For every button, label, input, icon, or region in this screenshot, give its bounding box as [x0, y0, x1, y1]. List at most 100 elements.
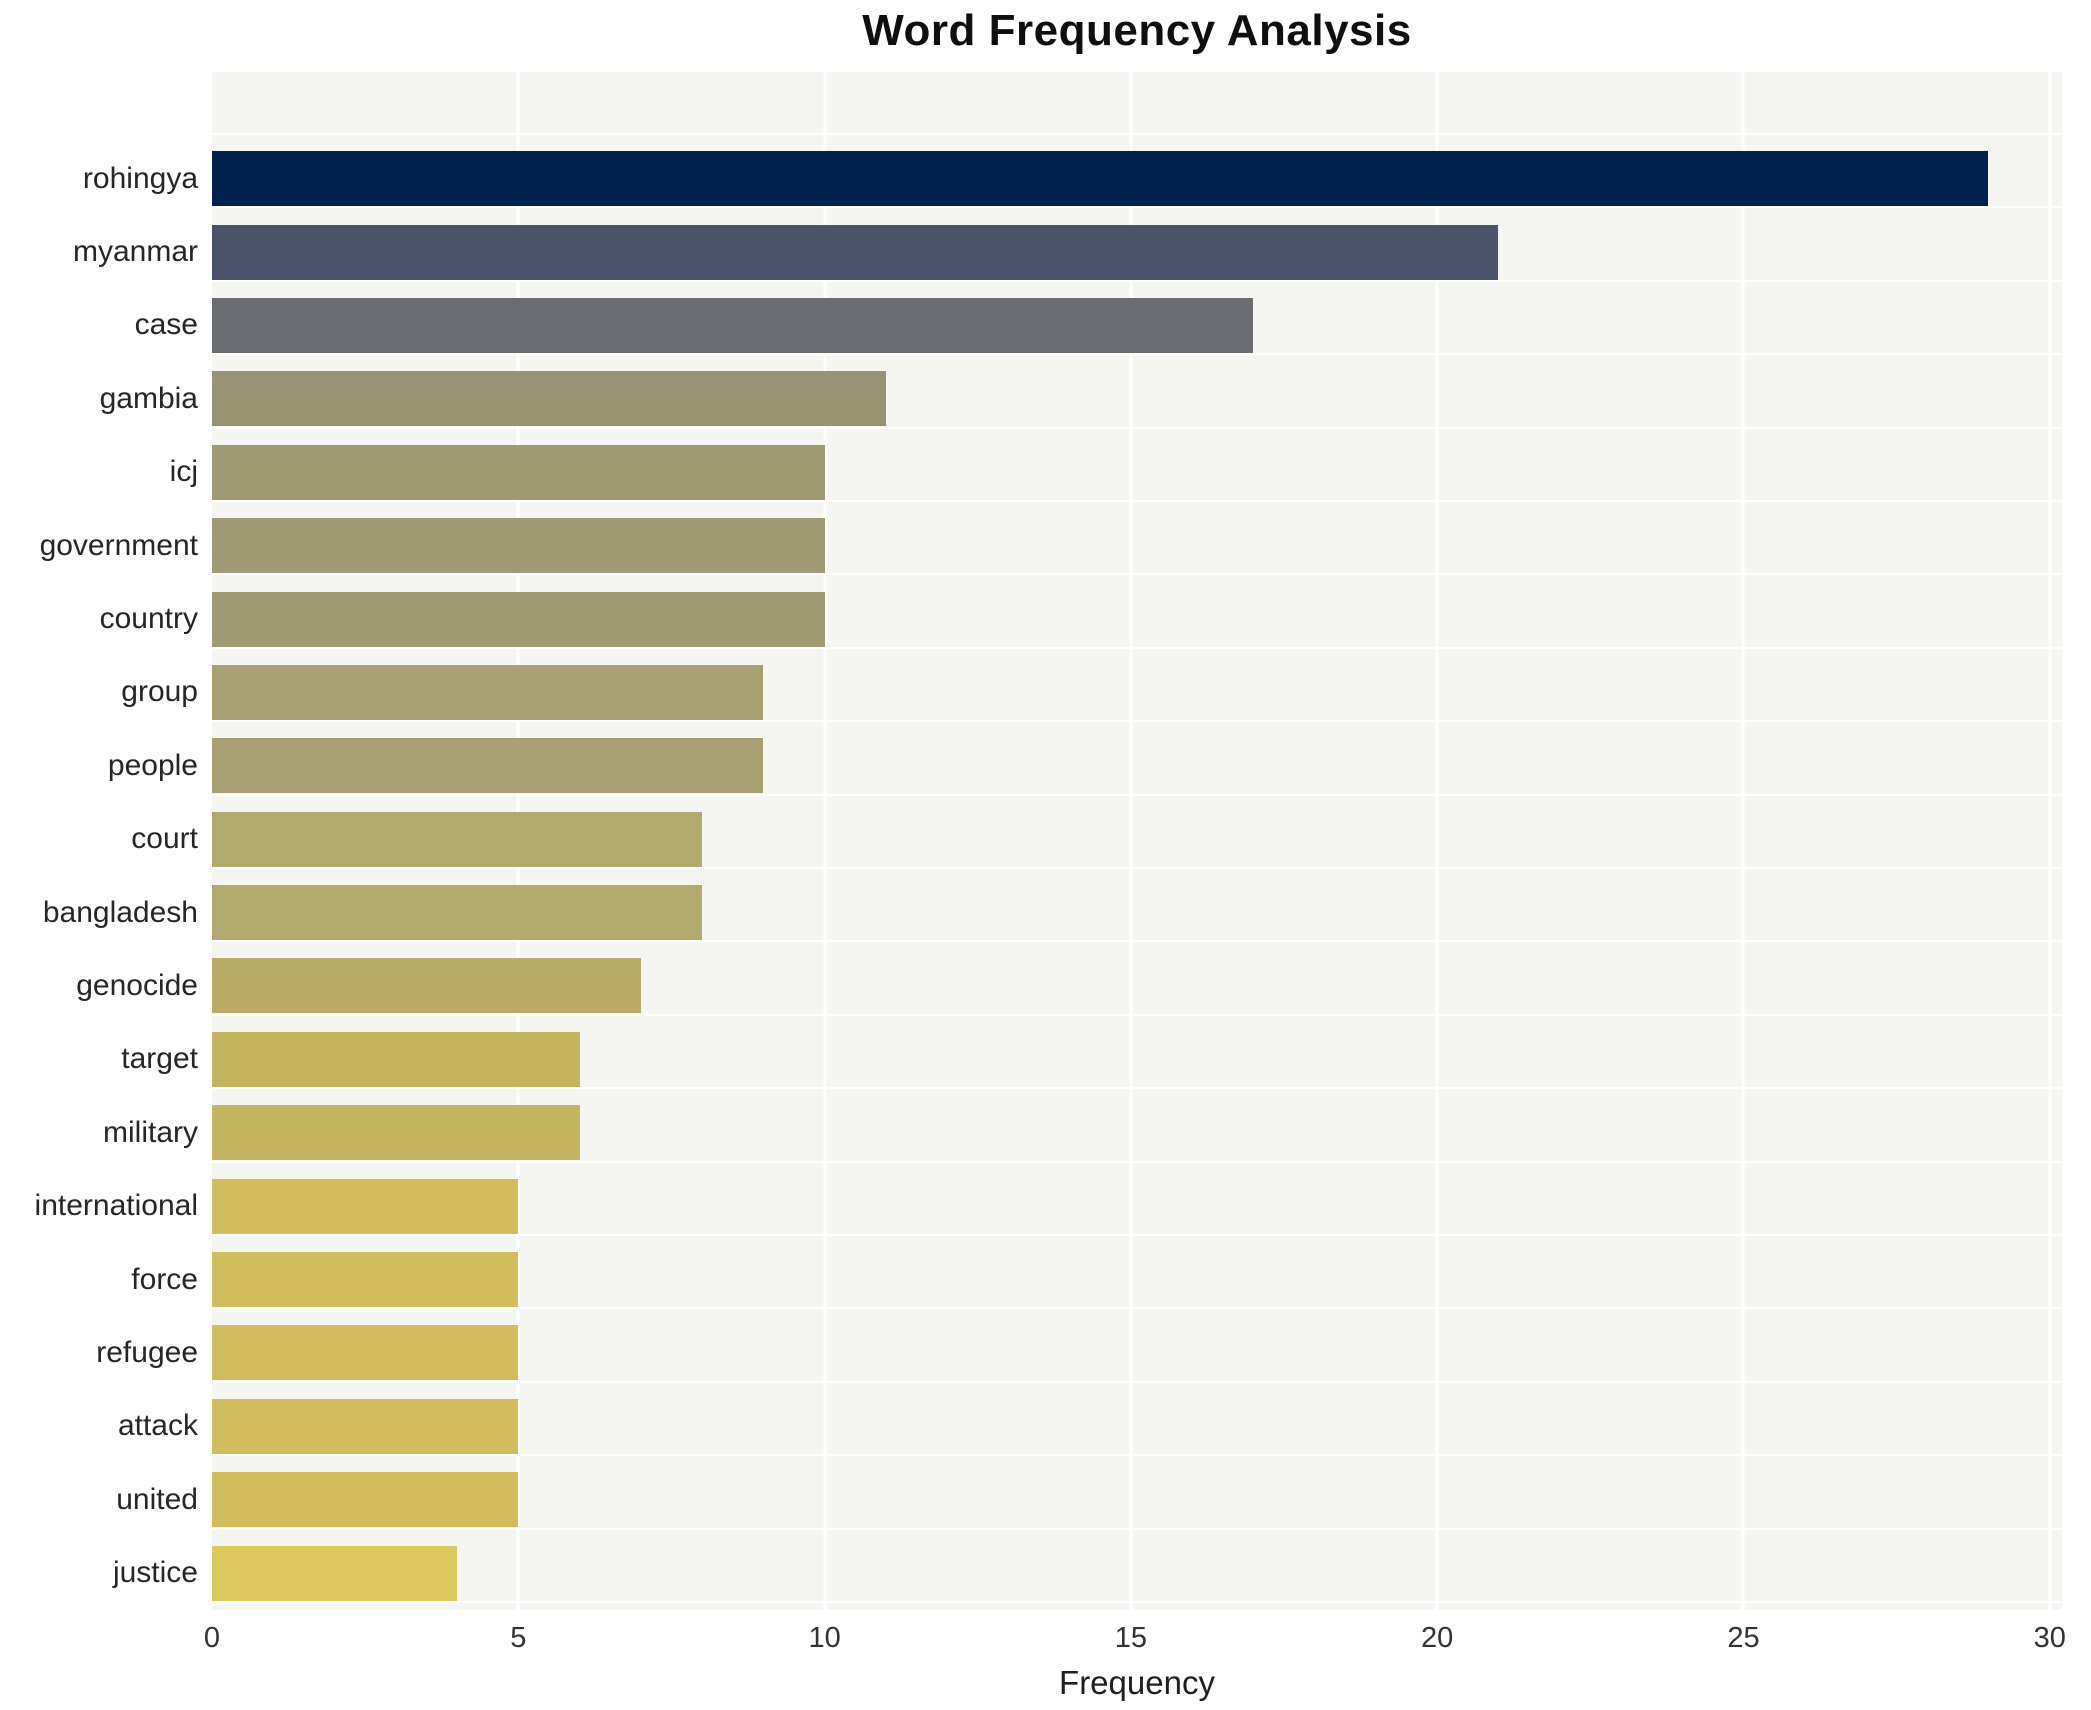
- vertical-gridline: [1129, 72, 1133, 1610]
- y-axis-label: rohingya: [82, 161, 198, 195]
- bar-row: [212, 876, 2062, 949]
- horizontal-gridline: [212, 1160, 2062, 1163]
- gridlines: [212, 72, 2062, 1610]
- horizontal-gridline: [212, 573, 2062, 576]
- bar-government: [212, 518, 825, 574]
- y-axis-label: court: [131, 822, 198, 856]
- horizontal-gridline: [212, 1601, 2062, 1603]
- vertical-gridline: [1435, 72, 1439, 1610]
- x-tick-label: 0: [203, 1622, 221, 1654]
- bar-row: [212, 1390, 2062, 1463]
- y-axis-label: group: [121, 675, 198, 709]
- bar-icj: [212, 444, 825, 500]
- y-axis-label: case: [134, 308, 198, 342]
- y-axis-label: force: [131, 1262, 198, 1296]
- y-axis-label: military: [103, 1115, 198, 1149]
- bar-country: [212, 591, 825, 647]
- horizontal-gridline: [212, 940, 2062, 943]
- x-axis-title: Frequency: [1059, 1664, 1215, 1701]
- horizontal-gridline: [212, 1454, 2062, 1457]
- y-axis-label: attack: [117, 1409, 198, 1443]
- bar-row: [212, 949, 2062, 1022]
- horizontal-gridline: [212, 206, 2062, 209]
- horizontal-gridline: [212, 133, 2062, 135]
- bar-people: [212, 738, 764, 794]
- bar-military: [212, 1105, 580, 1161]
- x-tick-label: 25: [1727, 1622, 1760, 1654]
- vertical-gridline: [823, 72, 827, 1610]
- bar-force: [212, 1252, 519, 1308]
- bar-refugee: [212, 1325, 519, 1381]
- bar-rohingya: [212, 151, 1989, 207]
- x-tick-label: 5: [510, 1622, 527, 1654]
- bar-row: [212, 1169, 2062, 1242]
- x-tick-label: 15: [1114, 1622, 1147, 1654]
- y-axis-label: international: [34, 1189, 198, 1223]
- x-tick-label: 20: [1421, 1622, 1454, 1654]
- bar-row: [212, 582, 2062, 655]
- bar-united: [212, 1472, 519, 1528]
- bar-gambia: [212, 371, 886, 427]
- horizontal-gridline: [212, 646, 2062, 649]
- bar-row: [212, 509, 2062, 582]
- y-axis-label: genocide: [76, 968, 198, 1002]
- x-tick-label: 10: [808, 1622, 841, 1654]
- horizontal-gridline: [212, 1087, 2062, 1090]
- bar-row: [212, 1536, 2062, 1609]
- y-axis-labels: rohingya myanmar case gambia icj government co…: [0, 142, 198, 1610]
- bar-row: [212, 803, 2062, 876]
- y-axis-label: justice: [112, 1556, 198, 1590]
- bar-court: [212, 811, 703, 867]
- bar-genocide: [212, 958, 641, 1014]
- bar-international: [212, 1178, 519, 1234]
- bar-row: [212, 1023, 2062, 1096]
- bar-row: [212, 729, 2062, 802]
- bars-container: [212, 142, 2062, 1610]
- y-axis-label: target: [121, 1042, 198, 1076]
- y-axis-label: refugee: [96, 1335, 198, 1369]
- y-axis-label: icj: [169, 455, 198, 489]
- horizontal-gridline: [212, 867, 2062, 869]
- horizontal-gridline: [212, 353, 2062, 356]
- horizontal-gridline: [212, 1234, 2062, 1236]
- y-axis-label: government: [39, 528, 198, 562]
- chart-title: Word Frequency Analysis: [862, 6, 1412, 55]
- bar-group: [212, 664, 764, 720]
- y-axis-label: myanmar: [72, 235, 198, 269]
- bar-row: [212, 142, 2062, 215]
- bar-row: [212, 656, 2062, 729]
- vertical-gridline: [1741, 72, 1745, 1610]
- bar-row: [212, 362, 2062, 435]
- horizontal-gridline: [212, 426, 2062, 429]
- bar-row: [212, 1316, 2062, 1389]
- horizontal-gridline: [212, 1013, 2062, 1016]
- x-axis-ticks: 0 5 10 15 20 25 30: [0, 1622, 2091, 1664]
- bar-row: [212, 1096, 2062, 1169]
- horizontal-gridline: [212, 720, 2062, 723]
- horizontal-gridline: [212, 793, 2062, 796]
- bar-row: [212, 289, 2062, 362]
- y-axis-label: country: [99, 602, 198, 636]
- y-axis-label: bangladesh: [42, 895, 198, 929]
- horizontal-gridline: [212, 500, 2062, 502]
- plot-area: [212, 72, 2062, 1610]
- bar-row: [212, 1243, 2062, 1316]
- bar-attack: [212, 1398, 519, 1454]
- x-tick-label: 30: [2033, 1622, 2066, 1654]
- bar-row: [212, 215, 2062, 288]
- bar-bangladesh: [212, 885, 703, 941]
- vertical-gridline: [2048, 72, 2052, 1610]
- bar-myanmar: [212, 224, 1499, 280]
- horizontal-gridline: [212, 279, 2062, 282]
- bar-target: [212, 1031, 580, 1087]
- y-axis-label: united: [116, 1482, 198, 1516]
- bar-row: [212, 436, 2062, 509]
- bar-row: [212, 1463, 2062, 1536]
- bar-justice: [212, 1545, 458, 1601]
- horizontal-gridline: [212, 1527, 2062, 1530]
- y-axis-label: people: [107, 748, 198, 782]
- horizontal-gridline: [212, 1380, 2062, 1383]
- horizontal-gridline: [212, 1307, 2062, 1310]
- bar-case: [212, 297, 1254, 353]
